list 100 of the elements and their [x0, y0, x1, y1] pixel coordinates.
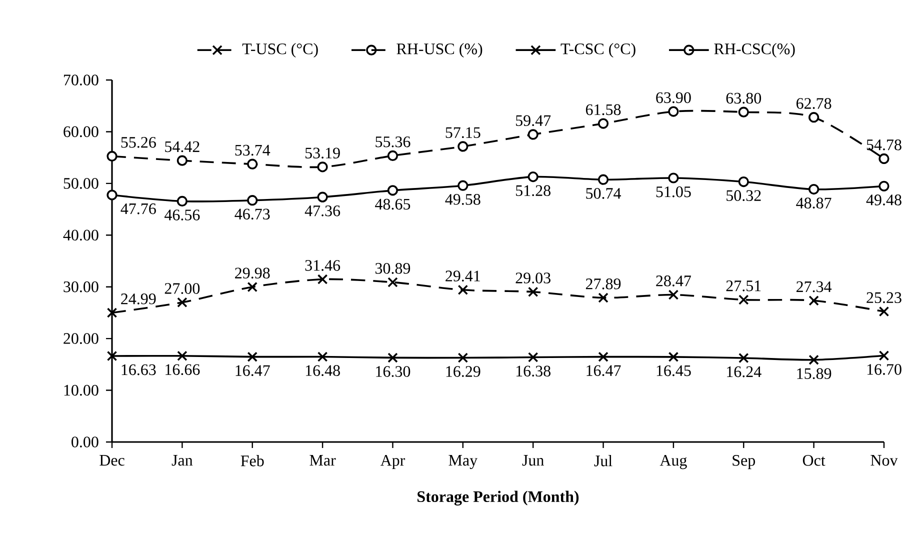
data-label: 27.00 [164, 283, 200, 294]
point [247, 195, 258, 206]
point [247, 352, 258, 362]
point [738, 176, 749, 188]
point [808, 295, 819, 306]
x-tick-label: Nov [870, 455, 898, 466]
point [106, 308, 118, 318]
x-tick-label: Jun [522, 455, 544, 466]
point [668, 352, 679, 362]
point [528, 286, 538, 298]
y-tick-label: 50.00 [64, 178, 98, 189]
x-tick-label: Jul [594, 455, 612, 466]
point [528, 129, 538, 140]
data-label: 31.46 [305, 260, 340, 271]
y-tick-label: 20.00 [64, 333, 98, 344]
legend-label: T-USC (°C) [242, 43, 318, 58]
data-label: 61.58 [586, 104, 621, 116]
y-tick-label: 10.00 [64, 384, 98, 396]
y-tick-label: 0.00 [72, 436, 98, 448]
data-label: 48.87 [796, 198, 832, 209]
point [247, 158, 258, 170]
point [808, 112, 820, 123]
data-label: 53.74 [235, 144, 270, 156]
data-label: 29.98 [235, 268, 270, 279]
legend-label: RH-USC (%) [396, 43, 482, 58]
data-label: 53.19 [305, 148, 340, 159]
data-label: 62.78 [796, 98, 832, 109]
data-label: 16.47 [236, 365, 270, 376]
data-label: 46.56 [164, 210, 200, 220]
x-tick-label: Apr [380, 455, 406, 470]
x-axis-title: Storage Period (Month) [418, 490, 579, 506]
point [738, 106, 749, 118]
x-tick-label: Feb [240, 455, 264, 466]
data-label: 16.29 [446, 366, 480, 377]
data-label: 59.47 [516, 115, 551, 126]
point [598, 118, 609, 129]
point [177, 297, 188, 308]
point [176, 196, 188, 207]
point [388, 277, 398, 288]
data-label: 30.89 [375, 262, 410, 274]
legend-label: T-CSC (°C) [560, 43, 636, 58]
point [317, 274, 328, 284]
data-label: 16.70 [867, 364, 902, 375]
point [387, 185, 398, 196]
data-label: 16.38 [516, 366, 550, 377]
data-label: 51.05 [656, 186, 691, 198]
data-label: 54.42 [165, 141, 200, 152]
data-label: 25.23 [866, 292, 902, 304]
data-label: 16.24 [727, 366, 762, 378]
data-label: 15.89 [797, 368, 832, 380]
data-label: 27.34 [796, 281, 832, 292]
point [106, 350, 118, 362]
point [738, 294, 749, 305]
data-label: 16.30 [376, 366, 410, 377]
point [808, 184, 820, 195]
point [106, 190, 118, 200]
data-label: 63.90 [656, 92, 691, 104]
y-tick-label: 60.00 [64, 126, 98, 138]
data-label: 55.36 [376, 136, 410, 148]
y-tick-label: 70.00 [64, 74, 98, 86]
data-label: 63.80 [726, 92, 762, 104]
x-tick-label: Jan [172, 455, 193, 466]
data-label: 27.51 [726, 280, 761, 292]
data-label: 50.74 [586, 188, 622, 199]
data-label: 46.73 [234, 208, 270, 220]
point [387, 150, 398, 162]
x-tick-label: Oct [802, 455, 826, 466]
y-tick-label: 30.00 [64, 281, 98, 292]
point [878, 306, 890, 317]
point [177, 350, 188, 361]
data-label: 48.65 [375, 198, 410, 210]
y-tick-label: 40.00 [63, 230, 98, 241]
point [738, 352, 749, 364]
data-label: 27.89 [586, 278, 621, 290]
point [528, 172, 538, 182]
data-label: 47.36 [304, 205, 340, 216]
point [878, 153, 890, 164]
data-label: 16.66 [166, 364, 200, 376]
data-label: 47.76 [120, 203, 156, 214]
data-label: 54.78 [866, 139, 902, 150]
point [878, 180, 890, 192]
data-label: 29.41 [446, 270, 480, 282]
data-label: 50.32 [726, 190, 761, 202]
point [598, 174, 609, 185]
point [668, 172, 679, 184]
legend-label: RH-CSC(%) [714, 43, 795, 58]
data-label: 24.99 [121, 294, 156, 304]
point [528, 352, 538, 362]
point [247, 282, 258, 292]
point [317, 162, 328, 172]
x-tick-label: Dec [100, 455, 124, 466]
data-label: 29.03 [516, 272, 550, 284]
data-label: 49.48 [866, 194, 902, 206]
point [317, 352, 328, 362]
point [388, 352, 398, 363]
data-label: 16.47 [586, 365, 621, 376]
data-label: 55.26 [121, 137, 156, 148]
point [668, 290, 679, 300]
point [878, 350, 890, 361]
point [458, 284, 468, 296]
